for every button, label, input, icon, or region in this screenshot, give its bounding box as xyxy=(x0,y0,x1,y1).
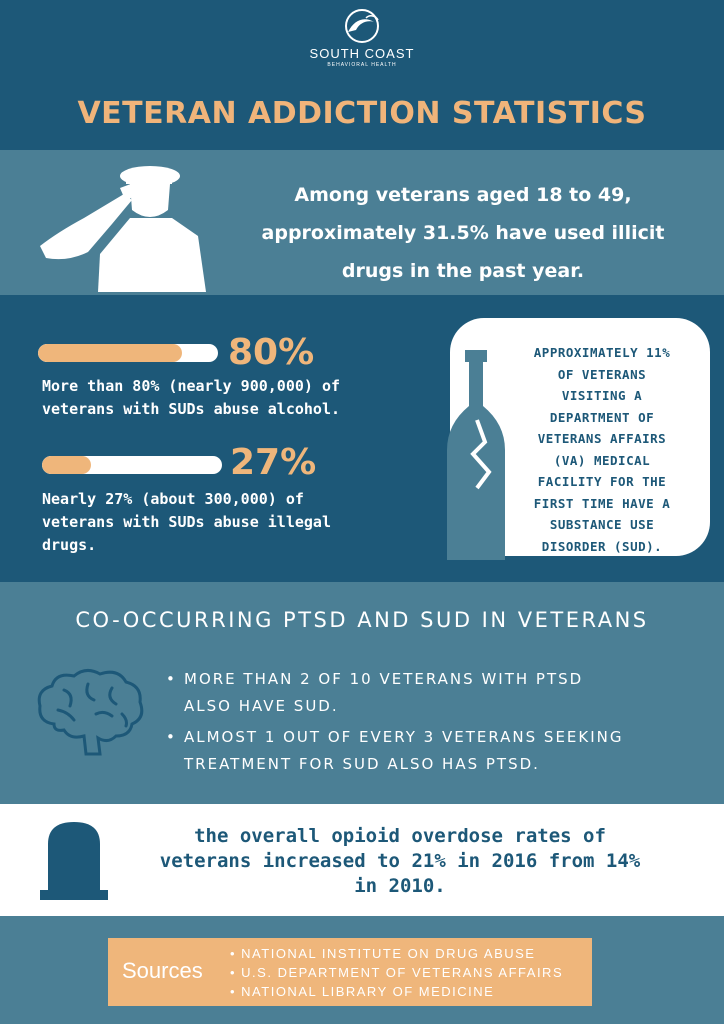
list-item: • NATIONAL INSTITUTE ON DRUG ABUSE xyxy=(230,946,536,961)
card-line-3: VISITING A xyxy=(561,388,643,403)
drugs-progress-fill xyxy=(42,456,91,474)
drugs-stat-text: Nearly 27% (about 300,000) of veterans w… xyxy=(42,488,442,557)
drugs-percent: 27% xyxy=(230,442,317,483)
card-line-9: SUBSTANCE USE xyxy=(549,517,655,532)
list-item: • MORE THAN 2 OF 10 VETERANS WITH PTSD A… xyxy=(164,666,712,720)
opioid-line-1: the overall opioid overdose rates of xyxy=(194,825,606,847)
drugs-stat-line-3: drugs. xyxy=(42,536,97,554)
drugs-stat-line-1: Nearly 27% (about 300,000) of xyxy=(42,490,304,508)
ptsd-bullet-1-line-1: MORE THAN 2 OF 10 VETERANS WITH PTSD xyxy=(184,670,584,688)
card-line-10: DISORDER (SUD). xyxy=(541,538,663,554)
headline-stat: Among veterans aged 18 to 49, approximat… xyxy=(228,176,698,290)
sources-label: Sources xyxy=(122,958,203,983)
alcohol-percent: 80% xyxy=(228,332,315,373)
brain-icon xyxy=(37,669,144,756)
card-line-8: FIRST TIME HAVE A xyxy=(533,495,671,511)
headline-line-2: approximately 31.5% have used illicit xyxy=(261,222,665,244)
sources-list: • NATIONAL INSTITUTE ON DRUG ABUSE • U.S… xyxy=(230,944,563,1001)
source-item-3: NATIONAL LIBRARY OF MEDICINE xyxy=(241,984,495,999)
ptsd-bullet-2-line-1: ALMOST 1 OUT OF EVERY 3 VETERANS SEEKING xyxy=(184,728,624,746)
source-item-2: U.S. DEPARTMENT OF VETERANS AFFAIRS xyxy=(241,965,564,980)
broken-bottle-icon xyxy=(447,350,505,560)
header xyxy=(0,0,724,150)
opioid-line-3: in 2010. xyxy=(354,875,446,897)
list-item: • ALMOST 1 OUT OF EVERY 3 VETERANS SEEKI… xyxy=(164,724,712,778)
headline-line-3: drugs in the past year. xyxy=(341,260,585,282)
card-line-4: DEPARTMENT OF xyxy=(549,409,655,425)
alcohol-progress-bar xyxy=(38,344,218,362)
ptsd-bullet-list: • MORE THAN 2 OF 10 VETERANS WITH PTSD A… xyxy=(164,666,712,782)
page-title: VETERAN ADDICTION STATISTICS xyxy=(77,96,647,131)
card-line-7: FACILITY FOR THE xyxy=(537,474,667,489)
logo: SOUTH COAST BEHAVIORAL HEALTH xyxy=(0,8,724,68)
saluting-soldier-icon xyxy=(40,166,206,292)
list-item: • U.S. DEPARTMENT OF VETERANS AFFAIRS xyxy=(230,965,564,980)
drugs-progress-bar xyxy=(42,456,222,474)
opioid-band xyxy=(0,804,724,916)
bullet-dot: • xyxy=(166,670,177,688)
drugs-stat-line-2: veterans with SUDs abuse illegal xyxy=(42,513,331,531)
card-line-5: VETERANS AFFAIRS xyxy=(537,431,667,446)
source-item-1: NATIONAL INSTITUTE ON DRUG ABUSE xyxy=(241,946,536,961)
alcohol-progress-fill xyxy=(38,344,182,362)
brand-name: SOUTH COAST xyxy=(309,46,415,61)
ptsd-bullet-1-line-2: ALSO HAVE SUD. xyxy=(184,697,339,715)
bullet-dot: • xyxy=(166,728,177,746)
headline-line-1: Among veterans aged 18 to 49, xyxy=(294,184,632,206)
alcohol-stat-text: More than 80% (nearly 900,000) of vetera… xyxy=(42,375,442,421)
card-line-2: OF VETERANS xyxy=(557,366,647,382)
alcohol-stat-line-2: veterans with SUDs abuse alcohol. xyxy=(42,400,341,418)
va-facility-text: APPROXIMATELY 11% OF VETERANS VISITING A… xyxy=(498,342,706,557)
ptsd-section-title: CO-OCCURRING PTSD AND SUD IN VETERANS xyxy=(75,608,649,632)
brand-subtitle: BEHAVIORAL HEALTH xyxy=(327,62,397,68)
sources-box xyxy=(108,938,592,1006)
wave-logo-icon xyxy=(345,9,379,43)
tombstone-icon xyxy=(40,822,108,900)
alcohol-stat-line-1: More than 80% (nearly 900,000) of xyxy=(42,377,341,395)
card-line-6: (VA) MEDICAL xyxy=(553,452,651,468)
opioid-line-2: veterans increased to 21% in 2016 from 1… xyxy=(159,850,641,872)
list-item: • NATIONAL LIBRARY OF MEDICINE xyxy=(230,984,495,999)
ptsd-band xyxy=(0,582,724,804)
ptsd-bullet-2-line-2: TREATMENT FOR SUD ALSO HAS PTSD. xyxy=(184,755,540,773)
card-line-1: APPROXIMATELY 11% xyxy=(533,345,671,360)
opioid-stat: the overall opioid overdose rates of vet… xyxy=(130,824,670,899)
